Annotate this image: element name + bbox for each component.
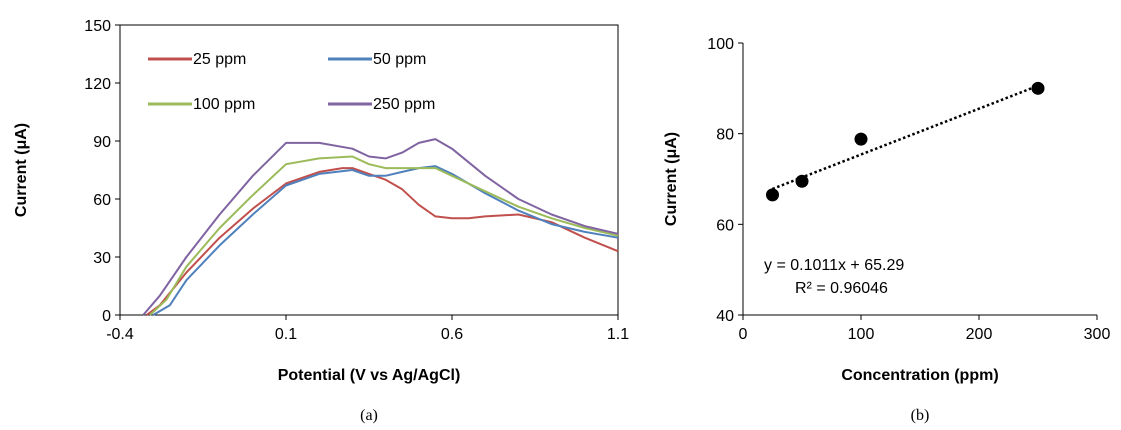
chart-b-point [766, 188, 779, 202]
chart-a-legend-label: 25 ppm [193, 51, 246, 68]
chart-b-x-tick-label: 0 [739, 326, 748, 343]
chart-a-x-tick-label: 1.1 [607, 326, 629, 343]
chart-b-axes [742, 43, 1097, 316]
chart-a-x-ticks: -0.4 0.1 0.6 1.1 [106, 315, 629, 343]
chart-a-series-line-1 [152, 165, 619, 316]
chart-a-y-tick-label: 90 [93, 134, 111, 151]
chart-b-y-tick-label: 80 [716, 127, 734, 144]
chart-a-x-tick-label: 0.1 [275, 326, 297, 343]
chart-b-y-tick-label: 40 [716, 308, 734, 325]
chart-b-caption: (b) [911, 407, 930, 424]
chart-a-series-group [142, 138, 619, 316]
chart-a-legend-label: 250 ppm [373, 96, 435, 113]
chart-a-y-tick-label: 150 [84, 18, 111, 35]
chart-a-x-axis-title: Potential (V vs Ag/AgCl) [278, 367, 461, 384]
chart-b-x-tick-label: 200 [966, 326, 993, 343]
chart-b-y-tick-label: 100 [707, 36, 734, 53]
chart-b-x-ticks: 0 100 200 300 [739, 315, 1111, 343]
chart-b-y-axis-title: Current (μA) [663, 132, 680, 226]
chart-a-series-line-0 [146, 167, 619, 316]
chart-a-legend-label: 50 ppm [373, 51, 426, 68]
chart-a-y-ticks: 0 30 60 90 120 150 [84, 18, 120, 325]
chart-b-trendline-group [772, 84, 1039, 191]
chart-b-x-tick-label: 300 [1084, 326, 1111, 343]
chart-b-points [766, 81, 1045, 202]
chart-a-y-tick-label: 0 [102, 308, 111, 325]
chart-b-point [1031, 81, 1045, 95]
chart-a-y-tick-label: 30 [93, 250, 111, 267]
chart-a-y-tick-label: 60 [93, 192, 111, 209]
chart-a-y-axis-title: Current (μA) [13, 123, 30, 217]
chart-b: 40 60 80 100 0 100 200 300 y = 0.1011x + 65.29… [663, 36, 1110, 424]
chart-b-y-tick-label: 60 [716, 217, 734, 234]
chart-a-legend: 25 ppm 50 ppm 100 ppm 250 ppm [148, 51, 435, 113]
chart-b-x-tick-label: 100 [848, 326, 875, 343]
chart-a-x-tick-label: -0.4 [106, 326, 134, 343]
chart-a-x-tick-label: 0.6 [441, 326, 463, 343]
chart-b-point [795, 174, 809, 188]
chart-b-equation: y = 0.1011x + 65.29 [764, 257, 904, 274]
chart-b-point [854, 132, 868, 146]
chart-a-series-line-2 [149, 155, 619, 316]
chart-b-trendline [772, 84, 1039, 191]
chart-b-r-squared: R² = 0.96046 [795, 280, 888, 297]
chart-b-y-ticks: 40 60 80 100 [707, 36, 743, 325]
chart-b-x-axis-title: Concentration (ppm) [841, 367, 998, 384]
chart-a-legend-label: 100 ppm [193, 96, 255, 113]
chart-a-series-line-3 [142, 138, 619, 316]
chart-a-caption: (a) [360, 407, 378, 424]
chart-a-plot-frame [119, 24, 619, 316]
chart-a-y-tick-label: 120 [84, 76, 111, 93]
chart-a: 0 30 60 90 120 150 -0.4 0.1 0.6 1.1 25 ppm 50 ppm… [13, 18, 629, 424]
